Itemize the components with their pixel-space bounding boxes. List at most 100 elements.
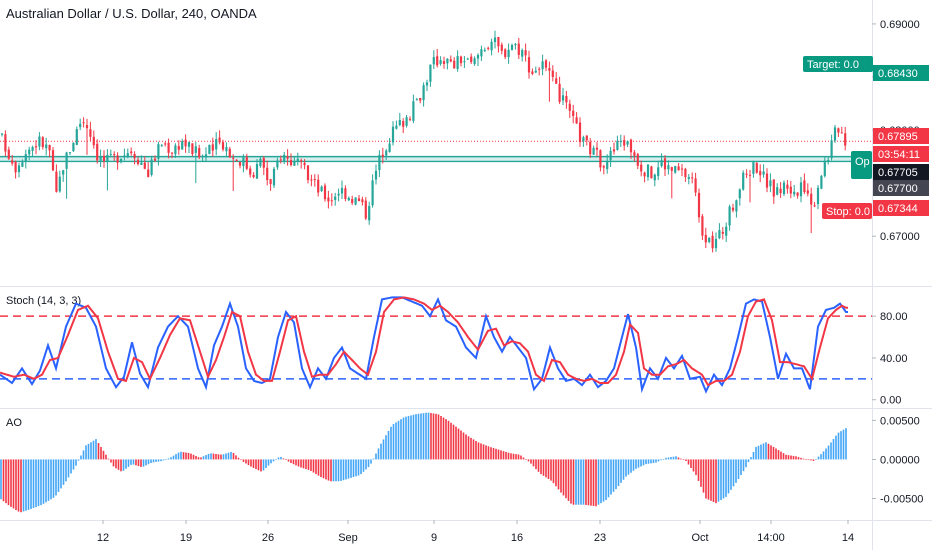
ao-bar: [115, 459, 117, 469]
ao-bar: [765, 442, 767, 460]
ao-bar: [130, 459, 132, 465]
ao-bar: [200, 457, 202, 460]
candle: [585, 135, 588, 146]
ao-bar: [827, 445, 830, 460]
candle: [157, 141, 160, 166]
candle: [748, 169, 752, 203]
ao-bar: [670, 457, 672, 460]
ao-bar: [792, 455, 795, 460]
ao-bar: [300, 459, 302, 468]
candle: [609, 147, 612, 167]
candle: [82, 117, 85, 128]
candle: [510, 43, 514, 51]
candle: [320, 185, 323, 192]
candle: [361, 196, 364, 206]
ao-bar: [547, 459, 550, 480]
candle: [164, 141, 167, 147]
ao-bar: [470, 437, 472, 460]
candle: [306, 165, 310, 184]
price-label-2: 03:54:11: [873, 146, 929, 162]
candle: [75, 126, 78, 146]
ao-bar: [607, 459, 610, 498]
ao-bar: [625, 459, 627, 477]
ao-bar: [600, 459, 602, 504]
candle: [704, 227, 707, 248]
candle: [572, 104, 575, 124]
ao-bar: [770, 445, 772, 460]
stoch-k-line: [0, 296, 848, 394]
candle: [276, 157, 279, 170]
candle: [133, 151, 136, 165]
ao-bar: [372, 458, 375, 460]
candle: [697, 188, 701, 223]
candle: [769, 173, 772, 193]
svg-text:0.67705: 0.67705: [878, 167, 918, 179]
ao-bar: [187, 452, 190, 460]
ao-bar: [590, 459, 592, 506]
ao-bar: [842, 429, 845, 460]
ao-bar: [662, 459, 665, 460]
candle: [4, 130, 7, 157]
ao-bar: [795, 456, 797, 460]
ao-bar: [597, 459, 600, 505]
ao-bar: [32, 459, 35, 509]
candle: [551, 65, 554, 82]
ao-bar: [340, 459, 342, 481]
price-label-4: 0.67700: [873, 180, 929, 196]
stop-label[interactable]: Stop: 0.0: [822, 203, 872, 219]
candle: [776, 183, 779, 196]
ao-bar: [50, 459, 52, 500]
ao-bar: [550, 459, 552, 481]
candle: [453, 57, 456, 69]
candle: [500, 42, 503, 55]
ao-bar: [410, 415, 412, 460]
ao-bar: [355, 459, 357, 477]
candle: [470, 53, 473, 64]
price-chart-title: Australian Dollar / U.S. Dollar, 240, OA…: [6, 6, 257, 21]
ao-bar: [442, 417, 445, 460]
candle: [21, 159, 24, 168]
ao-bar: [180, 451, 182, 460]
ao-bar: [250, 459, 252, 467]
ao-bar: [25, 459, 27, 511]
candle: [286, 149, 289, 166]
candle: [439, 56, 442, 66]
ao-bar: [297, 459, 300, 467]
ao-bar: [197, 457, 200, 460]
candle: [323, 183, 327, 202]
candle: [419, 97, 422, 104]
ao-bar: [580, 459, 582, 505]
ao-bar: [557, 459, 560, 490]
candle: [436, 48, 439, 68]
ao-bar: [217, 454, 220, 460]
ao-bar: [265, 459, 267, 469]
stoch-tick-label: 80.00: [880, 311, 908, 323]
ao-bar: [722, 459, 725, 499]
trade-labels[interactable]: Target: 0.0 Op Stop: 0.0: [803, 56, 873, 219]
ao-bar: [627, 459, 630, 475]
candle: [595, 142, 599, 157]
ao-bar: [247, 459, 250, 466]
ao-bar: [190, 453, 192, 460]
candle: [623, 135, 626, 151]
ao-bar: [735, 459, 737, 483]
ao-bar: [537, 459, 540, 472]
ao-bar: [520, 455, 522, 460]
ao-bar: [560, 459, 562, 493]
target-label[interactable]: Target: 0.0: [803, 56, 873, 72]
candle: [735, 199, 738, 218]
candle: [738, 188, 741, 206]
ao-bar: [315, 459, 317, 475]
candle: [731, 203, 735, 213]
candle: [640, 160, 643, 177]
candle: [181, 138, 184, 150]
candle: [99, 149, 102, 167]
time-tick-label: 12: [97, 532, 109, 544]
ao-tick-label: 0.00000: [880, 454, 920, 466]
ao-bar: [57, 459, 60, 492]
ao-bar: [472, 439, 475, 460]
time-tick-label: Oct: [691, 532, 708, 544]
open-position-label[interactable]: Op: [851, 151, 872, 179]
ao-bar: [480, 443, 482, 460]
